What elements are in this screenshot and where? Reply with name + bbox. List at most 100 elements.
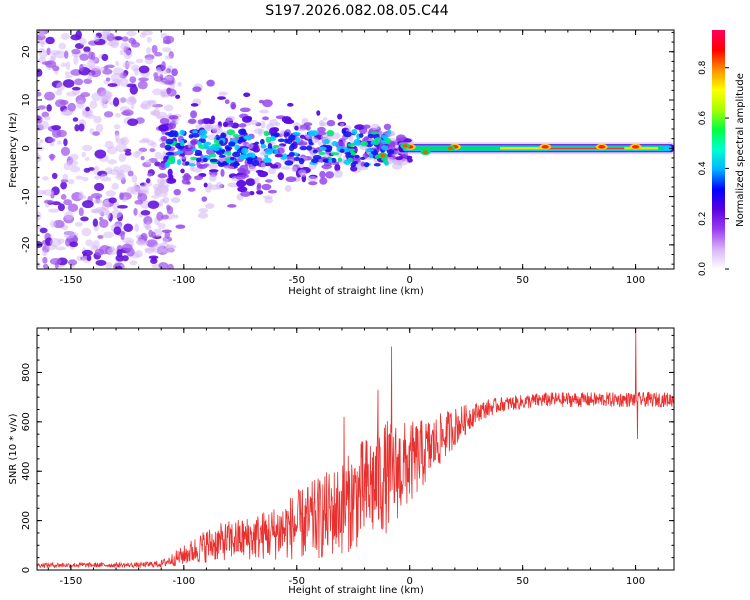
noise-blob xyxy=(135,238,145,246)
noise-blob xyxy=(75,175,84,180)
signal-core-blob xyxy=(294,156,301,162)
transition-blob xyxy=(193,175,204,181)
noise-blob xyxy=(113,124,121,130)
transition-blob xyxy=(371,123,380,131)
transition-blob xyxy=(208,174,217,182)
noise-blob xyxy=(92,218,99,227)
transition-blob xyxy=(316,131,327,136)
signal-core-blob xyxy=(191,133,200,138)
signal-core-blob xyxy=(228,141,236,147)
transition-blob xyxy=(217,96,227,100)
transition-blob xyxy=(317,141,323,146)
signal-core-blob xyxy=(219,162,229,166)
transition-blob xyxy=(173,188,181,196)
noise-blob xyxy=(138,65,150,74)
noise-blob xyxy=(139,32,147,38)
noise-blob xyxy=(126,83,137,88)
transition-blob xyxy=(326,119,336,127)
noise-blob xyxy=(128,95,136,103)
transition-blob xyxy=(274,153,284,158)
y-tick-label: 10 xyxy=(21,94,32,107)
signal-core-blob xyxy=(363,162,370,168)
transition-blob xyxy=(260,162,266,170)
transition-blob xyxy=(321,164,332,170)
signal-core-blob xyxy=(194,149,203,156)
signal-core-blob xyxy=(219,140,224,145)
spectrogram-frame xyxy=(36,29,675,270)
noise-blob xyxy=(146,47,151,54)
noise-blob xyxy=(49,153,55,161)
transition-blob xyxy=(166,87,172,95)
transition-blob xyxy=(362,124,371,129)
x-tick-label: 100 xyxy=(626,275,645,286)
transition-blob xyxy=(167,122,177,130)
signal-core-blob xyxy=(246,156,254,162)
transition-blob xyxy=(285,176,297,183)
colorbar-gradient xyxy=(712,30,725,269)
noise-blob xyxy=(158,201,163,207)
noise-blob xyxy=(49,258,62,265)
noise-blob xyxy=(37,142,41,147)
transition-blob xyxy=(162,196,170,204)
noise-blob xyxy=(47,137,56,143)
noise-blob xyxy=(55,99,67,108)
noise-blob xyxy=(154,51,163,57)
noise-blob xyxy=(73,55,79,65)
spectrogram-y-label: Frequency (Hz) xyxy=(8,112,19,188)
noise-blob xyxy=(48,208,60,213)
noise-blob xyxy=(156,185,165,192)
noise-blob xyxy=(106,146,118,155)
noise-blob xyxy=(37,105,46,110)
transition-blob xyxy=(287,102,294,107)
transition-blob xyxy=(256,190,264,195)
noise-blob xyxy=(164,231,171,239)
signal-core-blob xyxy=(220,132,227,139)
noise-blob xyxy=(78,123,85,132)
signal-core-blob xyxy=(165,138,174,145)
noise-blob xyxy=(67,179,75,185)
transition-blob xyxy=(190,110,198,119)
signal-core-blob xyxy=(167,131,176,138)
transition-blob xyxy=(160,90,166,98)
signal-core-blob xyxy=(200,134,208,139)
transition-blob xyxy=(208,162,218,170)
noise-blob xyxy=(162,237,169,244)
signal-core-blob xyxy=(381,145,389,151)
noise-blob xyxy=(49,50,61,55)
noise-blob xyxy=(91,92,102,102)
noise-blob xyxy=(139,103,148,109)
x-tick-label: 0 xyxy=(407,576,413,587)
noise-blob xyxy=(66,159,79,167)
transition-blob xyxy=(197,164,208,169)
transition-blob xyxy=(175,94,181,99)
noise-blob xyxy=(144,181,153,187)
noise-blob xyxy=(152,243,165,254)
transition-blob xyxy=(253,128,265,135)
signal-core-blob xyxy=(173,130,178,138)
snr-x-label: Height of straight line (km) xyxy=(288,585,424,596)
signal-core-blob xyxy=(373,162,381,167)
bright-spot-core xyxy=(423,150,429,154)
noise-blob xyxy=(57,203,65,212)
noise-blob xyxy=(94,149,107,159)
y-tick-label: 0 xyxy=(21,567,32,573)
transition-blob xyxy=(337,113,343,120)
noise-blob xyxy=(37,262,41,268)
noise-blob xyxy=(110,72,123,83)
transition-blob xyxy=(186,181,191,185)
noise-blob xyxy=(44,91,56,101)
transition-blob xyxy=(340,122,345,127)
transition-blob xyxy=(236,179,247,188)
noise-blob xyxy=(87,72,93,81)
noise-blob xyxy=(85,106,90,112)
signal-core-blob xyxy=(234,160,240,167)
transition-blob xyxy=(396,137,403,142)
noise-blob xyxy=(99,219,109,228)
noise-blob xyxy=(163,104,174,112)
y-tick-label: 0 xyxy=(21,145,32,151)
noise-blob xyxy=(72,117,79,122)
noise-blob xyxy=(115,112,121,118)
transition-blob xyxy=(379,131,388,136)
noise-blob xyxy=(133,67,139,76)
signal-core-blob xyxy=(318,146,327,151)
